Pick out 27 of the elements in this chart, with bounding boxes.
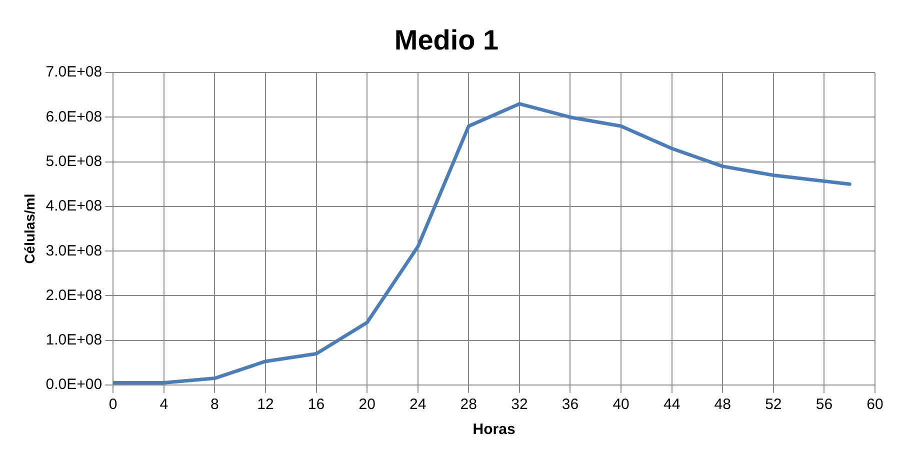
x-tick-label: 8 xyxy=(210,396,219,414)
x-axis-title: Horas xyxy=(472,421,516,438)
x-tick-label: 44 xyxy=(663,396,680,414)
x-tick-label: 16 xyxy=(308,396,325,414)
x-tick-label: 20 xyxy=(358,396,376,414)
y-tick-label: 6.0E+08 xyxy=(46,108,102,126)
x-tick-label: 36 xyxy=(562,396,579,414)
x-tick-label: 12 xyxy=(257,396,274,414)
y-tick-label: 2.0E+08 xyxy=(46,286,102,304)
x-tick-label: 24 xyxy=(410,396,426,414)
y-axis-title: Células/ml xyxy=(21,194,38,264)
y-tick-label: 0.0E+00 xyxy=(46,376,102,394)
y-tick-label: 3.0E+08 xyxy=(46,242,102,260)
y-tick-label: 5.0E+08 xyxy=(46,153,102,170)
x-tick-label: 32 xyxy=(511,396,528,414)
x-tick-label: 4 xyxy=(160,396,168,414)
x-tick-label: 48 xyxy=(714,396,731,414)
x-tick-label: 56 xyxy=(816,396,833,414)
x-tick-label: 28 xyxy=(460,396,477,414)
chart-title: Medio 1 xyxy=(394,24,499,56)
x-tick-label: 60 xyxy=(866,396,884,414)
y-tick-label: 7.0E+08 xyxy=(46,64,102,81)
y-tick-label: 1.0E+08 xyxy=(46,332,102,349)
x-tick-label: 52 xyxy=(765,396,782,414)
x-tick-label: 40 xyxy=(612,396,630,414)
y-tick-label: 4.0E+08 xyxy=(46,198,102,215)
x-tick-label: 0 xyxy=(108,396,118,414)
